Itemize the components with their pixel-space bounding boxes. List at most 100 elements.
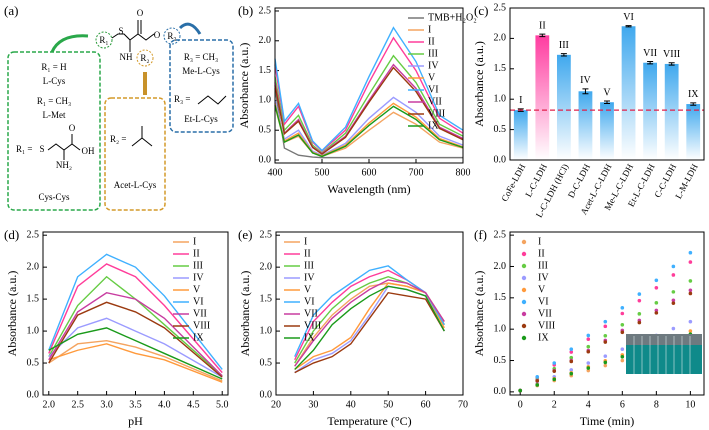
- x-tick-label: 4.5: [187, 399, 200, 410]
- struct-text: O: [69, 123, 76, 133]
- series-line: [48, 253, 223, 370]
- legend-label: IX: [193, 332, 204, 343]
- legend-label: VIII: [428, 108, 445, 119]
- x-tick-label: 4: [586, 399, 591, 410]
- y-tick-label: 0.0: [494, 386, 507, 397]
- legend-label: VII: [538, 308, 552, 319]
- point: [569, 355, 574, 360]
- point: [688, 279, 693, 283]
- legend-label: IV: [193, 272, 204, 283]
- legend-label: IV: [428, 60, 439, 71]
- bar-label: III: [559, 40, 569, 51]
- legend-label: VIII: [538, 320, 555, 331]
- y-tick-label: 1.5: [494, 63, 507, 74]
- series-line: [274, 88, 463, 159]
- y-tick-label: 2.5: [27, 229, 40, 240]
- y-tick-label: 0.0: [494, 154, 507, 165]
- bar: [664, 63, 679, 160]
- point: [569, 359, 574, 364]
- point: [603, 363, 608, 368]
- bar: [621, 26, 636, 160]
- series-line: [274, 102, 464, 157]
- bar: [600, 102, 614, 160]
- legend-label: VI: [428, 84, 439, 95]
- y-tick-label: 1.0: [494, 93, 507, 104]
- bar: [578, 91, 593, 160]
- series-line: [294, 285, 445, 370]
- legend-label: I: [304, 236, 307, 247]
- group-text: R₁ =: [16, 144, 32, 154]
- y-tick-label: 2.5: [259, 5, 272, 16]
- x-tick-label: 2: [552, 399, 557, 410]
- arrow: [50, 34, 89, 53]
- point: [535, 375, 540, 379]
- series-line: [48, 301, 223, 378]
- y-tick-label: 0.5: [260, 357, 273, 368]
- x-tick-label: 400: [268, 167, 283, 178]
- y-tick-label: 1.0: [260, 325, 273, 336]
- series-line: [294, 282, 445, 371]
- legend-label: II: [304, 248, 311, 259]
- x-axis-label: Temperature (°C): [327, 414, 411, 428]
- x-tick-label: 60: [421, 399, 431, 410]
- group-text: Me-L-Cys: [182, 66, 220, 76]
- x-tick-label: 40: [346, 399, 356, 410]
- series-line: [48, 291, 223, 377]
- legend-label: VI: [193, 296, 204, 307]
- y-tick-label: 0.5: [494, 355, 507, 366]
- y-tick-label: 0.5: [494, 124, 507, 135]
- r1-circle: [95, 31, 113, 49]
- bar-label: I: [519, 95, 522, 106]
- legend-label: III: [428, 48, 438, 59]
- point: [671, 326, 676, 331]
- x-tick-label: 0: [518, 399, 523, 410]
- x-tick-label: 500: [315, 167, 330, 178]
- error-bar: [539, 33, 546, 38]
- legend-label: II: [193, 248, 200, 259]
- series-line: [48, 327, 223, 380]
- x-axis-label: Wavelength (nm): [327, 182, 410, 196]
- core-nh: NH: [120, 52, 133, 62]
- x-tick-label: 700: [409, 167, 424, 178]
- point: [620, 330, 625, 335]
- point: [569, 371, 574, 376]
- legend-label: V: [304, 284, 312, 295]
- bar: [513, 110, 528, 160]
- plot-frame: [509, 7, 705, 161]
- legend-label: VII: [304, 308, 318, 319]
- point: [671, 264, 676, 269]
- bar: [686, 104, 701, 160]
- group-text: L-Met: [43, 110, 66, 120]
- bar-label: VI: [623, 12, 634, 23]
- point: [569, 350, 574, 354]
- point: [654, 285, 659, 290]
- y-tick-label: 1.0: [494, 323, 507, 334]
- core-r3: R₃: [167, 31, 176, 41]
- series-line: [294, 279, 445, 367]
- x-tick-label: 8: [654, 399, 659, 410]
- legend-swatch: [521, 311, 527, 317]
- series-line: [48, 343, 223, 383]
- y-tick-label: 2.0: [494, 33, 507, 44]
- point: [586, 349, 591, 354]
- group-text: Acet-L-Cys: [114, 180, 157, 190]
- core-r2: R₂: [140, 53, 149, 63]
- x-tick-label: 70: [458, 399, 468, 410]
- error-bar: [647, 61, 654, 65]
- point: [552, 377, 557, 382]
- y-axis-label: Absorbance (a.u.): [5, 271, 19, 357]
- struct-text: S: [39, 144, 44, 154]
- panel-label: (d): [4, 227, 19, 242]
- error-bar: [604, 100, 610, 104]
- legend-label: I: [428, 24, 431, 35]
- x-tick-label: 3.0: [100, 399, 113, 410]
- legend-label: V: [538, 284, 546, 295]
- y-tick-label: 0.0: [260, 389, 273, 400]
- y-tick-label: 0.0: [27, 389, 40, 400]
- point: [603, 319, 608, 324]
- group-text: L-Cys: [43, 76, 66, 86]
- group-text: R₁ = H: [41, 62, 67, 72]
- y-tick-label: 1.5: [27, 293, 40, 304]
- series-line: [48, 263, 223, 374]
